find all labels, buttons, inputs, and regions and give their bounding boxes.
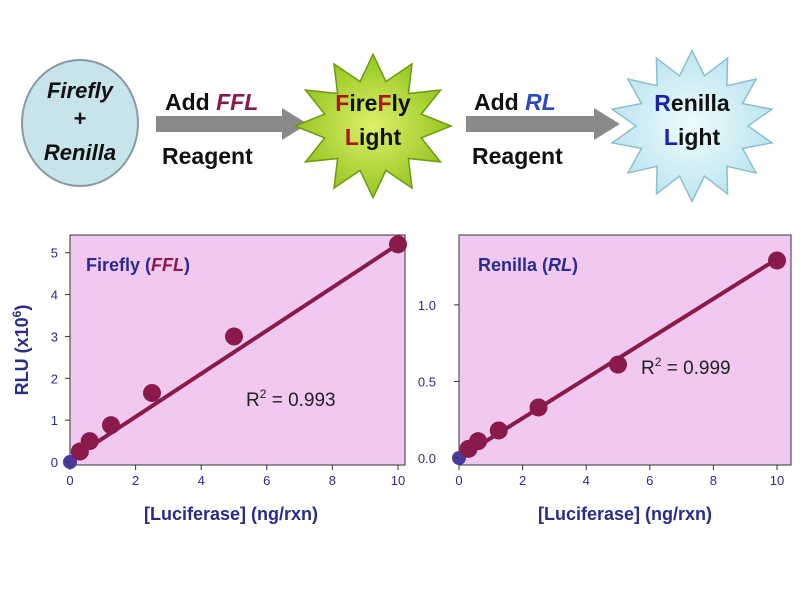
burst1-line2: Light	[345, 124, 402, 150]
x-tick-label: 6	[646, 473, 653, 488]
start-label-line3: Renilla	[44, 140, 116, 165]
y-tick-label: 5	[51, 246, 58, 261]
start-label-line1: Firefly	[47, 78, 115, 103]
data-point	[225, 327, 243, 346]
burst2-line1: Renilla	[654, 90, 730, 116]
fit-line	[68, 242, 400, 462]
start-ellipse: Firefly + Renilla	[21, 59, 139, 187]
start-label-plus: +	[74, 106, 87, 131]
step2-add-text: Add RL	[474, 89, 556, 115]
data-point	[529, 398, 548, 417]
r-squared-label: R2 = 0.993	[246, 387, 336, 411]
data-point	[102, 416, 120, 435]
step1-reagent-text: Reagent	[162, 143, 253, 169]
burst1-line1: FireFly	[335, 90, 411, 116]
x-tick-label: 2	[519, 473, 526, 488]
step2-reagent-text: Reagent	[472, 143, 563, 169]
burst-star-icon	[292, 52, 454, 200]
x-tick-label: 10	[770, 473, 784, 488]
firefly-chart: Firefly (FFL) R2 = 0.993 0 2 4 6 8 10 0 1 2 3 4 5 […	[10, 234, 407, 524]
data-point	[389, 235, 407, 254]
x-tick-label: 4	[198, 473, 205, 488]
chart-ticks: 0 2 4 6 8 10 0.0 0.5 1.0	[418, 298, 784, 488]
x-tick-label: 4	[583, 473, 590, 488]
y-tick-label: 0.0	[418, 451, 436, 466]
step1-arrow-group: Add FFL Reagent	[156, 89, 308, 169]
step1-arrow-icon	[156, 108, 308, 140]
x-tick-label: 2	[132, 473, 139, 488]
burst-star-icon	[610, 48, 774, 204]
y-tick-label: 3	[51, 329, 58, 344]
burst2-line2: Light	[664, 124, 721, 150]
chart-marks	[63, 235, 407, 469]
chart-ticks: 0 2 4 6 8 10 0 1 2 3 4 5	[51, 246, 405, 488]
step1-add-text: Add FFL	[165, 89, 258, 115]
x-tick-label: 8	[329, 473, 336, 488]
x-tick-label: 0	[66, 473, 73, 488]
chart-title: Firefly (FFL)	[86, 255, 190, 275]
data-point	[768, 251, 786, 270]
chart-title: Renilla (RL)	[478, 255, 578, 275]
workflow-diagram: Firefly + Renilla Add FFL Reagent FireFl…	[21, 48, 774, 204]
data-point	[80, 432, 99, 451]
y-tick-label: 1	[51, 413, 58, 428]
x-axis-label: [Luciferase] (ng/rxn)	[144, 504, 318, 524]
x-tick-label: 6	[263, 473, 270, 488]
y-tick-label: 1.0	[418, 298, 436, 313]
y-axis-label: RLU (x106)	[10, 305, 32, 396]
renilla-light-burst: Renilla Light	[610, 48, 774, 204]
data-point	[609, 355, 627, 374]
x-tick-label: 8	[710, 473, 717, 488]
r-squared-label: R2 = 0.999	[641, 355, 731, 379]
step2-arrow-icon	[466, 108, 620, 140]
chart-marks	[452, 251, 786, 465]
chart-plot-area	[458, 234, 792, 466]
firefly-light-burst: FireFly Light	[292, 52, 454, 200]
data-point	[469, 432, 488, 451]
y-tick-label: 4	[51, 288, 58, 303]
x-tick-label: 10	[391, 473, 405, 488]
data-point	[143, 383, 161, 402]
x-tick-label: 0	[455, 473, 462, 488]
data-point	[489, 421, 508, 440]
step2-arrow-group: Add RL Reagent	[466, 89, 620, 169]
y-tick-label: 2	[51, 371, 58, 386]
y-tick-label: 0.5	[418, 374, 436, 389]
renilla-chart: Renilla (RL) R2 = 0.999 0 2 4 6 8 10 0.0 0.5 1.0…	[418, 234, 792, 524]
x-axis-label: [Luciferase] (ng/rxn)	[538, 504, 712, 524]
y-tick-label: 0	[51, 455, 58, 470]
